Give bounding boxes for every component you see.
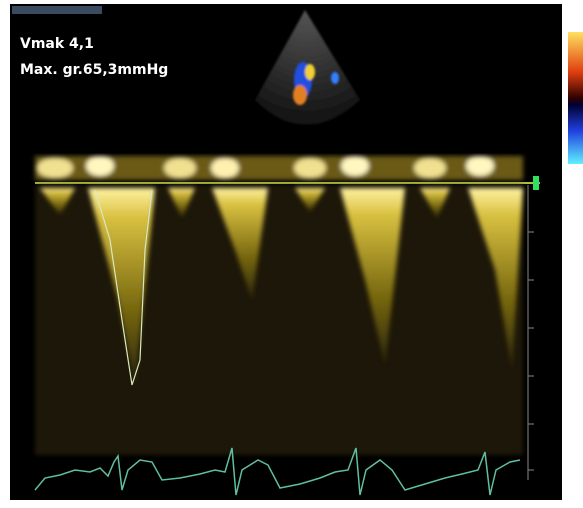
gradient-readout: Max. gr.65,3mmHg [20, 62, 168, 78]
page: Vmak 4,1 Max. gr.65,3mmHg [0, 0, 583, 508]
ultrasound-screen: Vmak 4,1 Max. gr.65,3mmHg [0, 0, 583, 508]
toolbar [12, 6, 102, 14]
color-scale-bar [568, 32, 583, 164]
velocity-readout: Vmak 4,1 [20, 36, 94, 52]
baseline-marker [533, 176, 539, 190]
spectral-upper-band [35, 156, 523, 180]
